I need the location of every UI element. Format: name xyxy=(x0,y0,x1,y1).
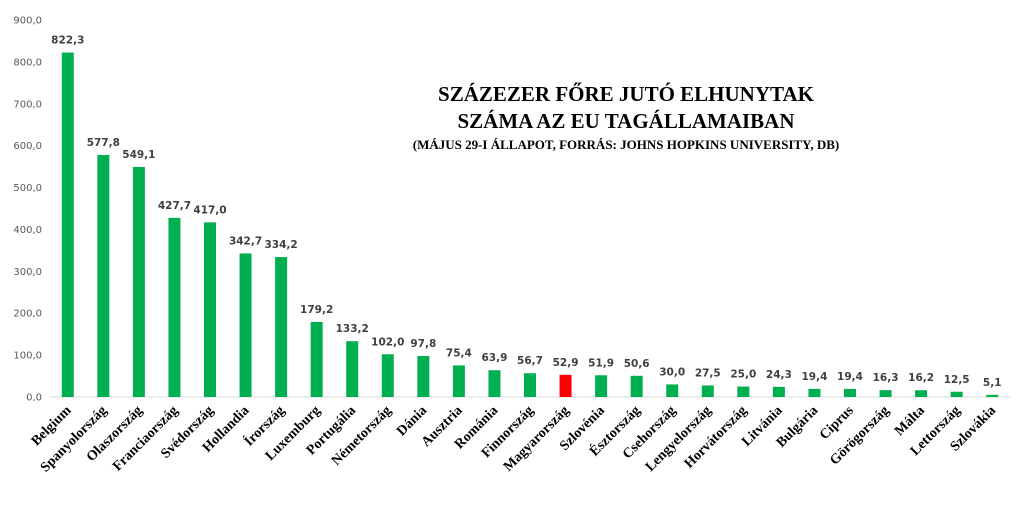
y-tick-label: 700,0 xyxy=(13,99,42,110)
data-label: 16,2 xyxy=(908,372,934,384)
bar xyxy=(417,356,430,397)
category-labels: BelgiumSpanyolországOlaszországFranciaor… xyxy=(29,402,999,476)
data-label: 133,2 xyxy=(336,323,369,335)
bar xyxy=(97,154,110,397)
data-label: 549,1 xyxy=(122,149,155,161)
y-tick-label: 500,0 xyxy=(13,183,42,194)
bar xyxy=(346,341,359,397)
bar xyxy=(737,386,750,397)
bar xyxy=(808,388,821,397)
data-label: 334,2 xyxy=(265,239,298,251)
y-tick-label: 400,0 xyxy=(13,225,42,236)
bar xyxy=(559,374,572,397)
bars xyxy=(61,52,999,397)
data-label: 50,6 xyxy=(624,358,650,370)
bar xyxy=(915,390,928,397)
data-label: 179,2 xyxy=(300,304,333,316)
data-label: 19,4 xyxy=(837,371,863,383)
data-label: 577,8 xyxy=(87,137,120,149)
chart-subtitle: (MÁJUS 29-I ÁLLAPOT, FORRÁS: JOHNS HOPKI… xyxy=(413,137,840,152)
bar xyxy=(595,375,608,397)
data-label: 427,7 xyxy=(158,200,191,212)
data-label: 30,0 xyxy=(659,366,685,378)
data-label: 97,8 xyxy=(410,338,436,350)
bar xyxy=(168,217,181,397)
y-tick-label: 200,0 xyxy=(13,309,42,320)
chart-title: SZÁZEZER FŐRE JUTÓ ELHUNYTAK SZÁMA AZ EU… xyxy=(413,82,840,152)
y-axis: 0,0 100,0 200,0 300,0 400,0 500,0 600,0 700,0 80… xyxy=(13,16,42,404)
data-label: 822,3 xyxy=(51,35,84,47)
bar xyxy=(204,222,216,397)
chart-title-line2: SZÁMA AZ EU TAGÁLLAMAIBAN xyxy=(457,109,794,133)
chart-title-line1: SZÁZEZER FŐRE JUTÓ ELHUNYTAK xyxy=(438,82,815,106)
bar xyxy=(239,253,252,397)
y-tick-label: 0,0 xyxy=(26,393,42,404)
data-label: 52,9 xyxy=(553,357,579,369)
bar xyxy=(524,373,536,397)
bar xyxy=(666,384,679,397)
data-label: 24,3 xyxy=(766,369,792,381)
bar xyxy=(879,390,892,397)
data-label: 63,9 xyxy=(481,352,507,364)
data-label: 75,4 xyxy=(446,347,472,359)
data-label: 5,1 xyxy=(983,377,1002,389)
bar xyxy=(310,321,323,397)
data-label: 16,3 xyxy=(873,372,899,384)
bar xyxy=(488,370,501,397)
bar xyxy=(701,385,714,397)
y-tick-label: 300,0 xyxy=(13,267,42,278)
data-label: 56,7 xyxy=(517,355,543,367)
data-label: 25,0 xyxy=(730,369,756,381)
data-label: 417,0 xyxy=(193,204,226,216)
bar xyxy=(844,388,856,397)
bar xyxy=(61,52,74,397)
data-label: 27,5 xyxy=(695,367,721,379)
bar xyxy=(630,375,643,397)
y-tick-label: 600,0 xyxy=(13,141,42,152)
y-tick-label: 900,0 xyxy=(13,16,42,27)
data-label: 12,5 xyxy=(944,374,970,386)
bar xyxy=(452,365,465,397)
data-label: 19,4 xyxy=(801,371,827,383)
bar xyxy=(275,257,288,397)
bar xyxy=(950,391,963,397)
data-label: 51,9 xyxy=(588,357,614,369)
y-tick-label: 100,0 xyxy=(13,351,42,362)
bar xyxy=(986,394,999,397)
bar xyxy=(772,386,785,397)
y-tick-label: 800,0 xyxy=(13,57,42,68)
bar xyxy=(132,166,145,397)
data-label: 342,7 xyxy=(229,235,262,247)
bar xyxy=(381,354,394,397)
data-label: 102,0 xyxy=(371,336,404,348)
